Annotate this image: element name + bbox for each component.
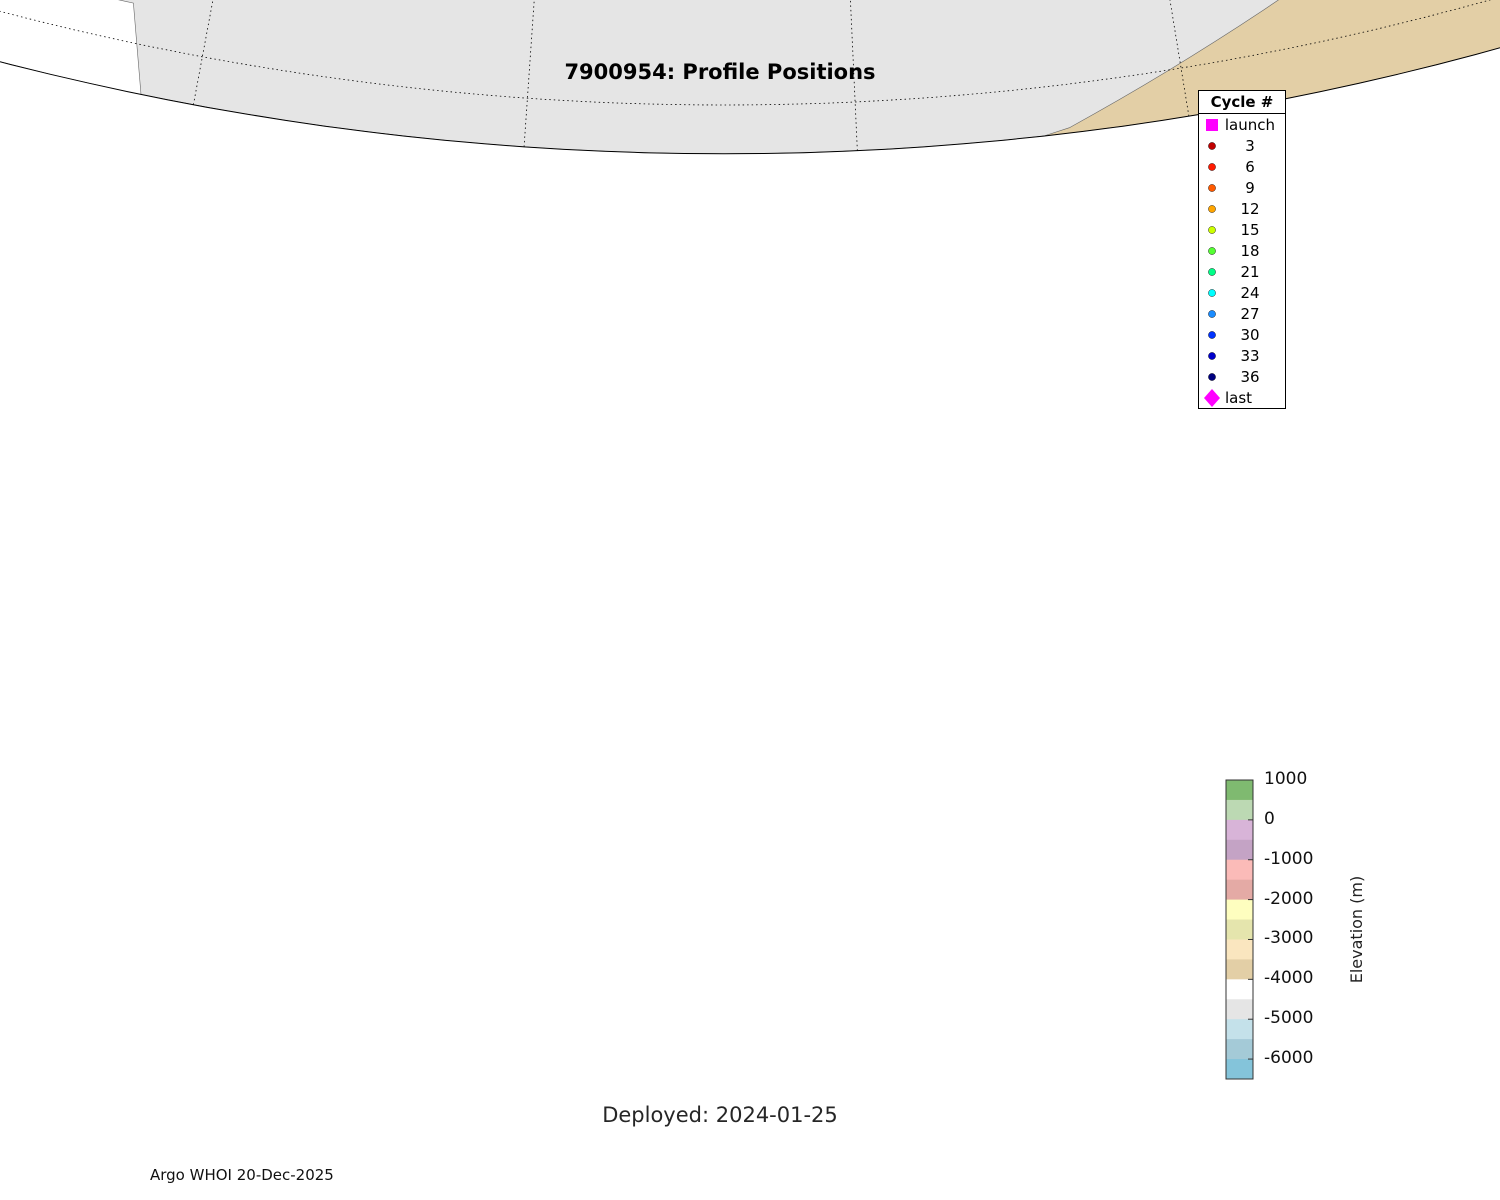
legend-label: launch bbox=[1224, 115, 1275, 134]
legend-entry: 12 bbox=[1199, 198, 1285, 219]
legend-marker bbox=[1199, 368, 1225, 386]
colorbar-tick-label: -1000 bbox=[1264, 848, 1314, 869]
colorbar-segment bbox=[1226, 1019, 1253, 1040]
colorbar-segment bbox=[1226, 1039, 1253, 1060]
legend-label: 6 bbox=[1245, 157, 1255, 176]
legend-entry: 6 bbox=[1199, 156, 1285, 177]
legend: Cycle # launch 3 6 9 12 15 18 21 24 27 30 33 36 last bbox=[1198, 90, 1286, 409]
colorbar-segment bbox=[1226, 819, 1253, 841]
legend-marker bbox=[1199, 158, 1225, 176]
legend-marker bbox=[1199, 116, 1225, 134]
legend-marker bbox=[1199, 284, 1225, 302]
legend-entry: 24 bbox=[1199, 282, 1285, 303]
legend-entry: last bbox=[1199, 387, 1285, 408]
legend-marker bbox=[1199, 347, 1225, 365]
colorbar-tick-label: 1000 bbox=[1264, 769, 1308, 789]
colorbar-segment bbox=[1226, 899, 1253, 920]
graticule-grid bbox=[0, 0, 1500, 151]
deployed-date: Deployed: 2024-01-25 bbox=[602, 1103, 838, 1127]
legend-marker bbox=[1199, 263, 1225, 281]
colorbar-tick-label: -6000 bbox=[1264, 1048, 1314, 1069]
legend-label: 36 bbox=[1240, 367, 1260, 386]
colorbar-frame bbox=[1225, 779, 1254, 1080]
colorbar-segment bbox=[1226, 799, 1253, 821]
legend-entry: launch bbox=[1199, 114, 1285, 135]
legend-marker bbox=[1199, 200, 1225, 218]
legend-label: last bbox=[1225, 388, 1253, 407]
colorbar-segment bbox=[1226, 999, 1253, 1020]
legend-marker bbox=[1199, 179, 1225, 197]
legend-entry: 33 bbox=[1199, 345, 1285, 366]
legend-entry: 15 bbox=[1199, 219, 1285, 240]
legend-entry: 30 bbox=[1199, 324, 1285, 345]
legend-marker bbox=[1199, 242, 1225, 260]
colorbar bbox=[1225, 779, 1254, 1080]
colorbar-segment bbox=[1226, 979, 1253, 1000]
chart-title: 7900954: Profile Positions bbox=[564, 60, 876, 84]
colorbar-tick-label: -5000 bbox=[1264, 1008, 1314, 1029]
colorbar-segment bbox=[1226, 780, 1253, 801]
legend-label: 15 bbox=[1240, 220, 1260, 239]
colorbar-segment bbox=[1226, 879, 1253, 900]
legend-entry: 18 bbox=[1199, 240, 1285, 261]
legend-entry: 21 bbox=[1199, 261, 1285, 282]
colorbar-segment bbox=[1226, 959, 1253, 980]
legend-entry: 3 bbox=[1199, 135, 1285, 156]
legend-label: 9 bbox=[1245, 178, 1255, 197]
legend-marker bbox=[1199, 221, 1225, 239]
legend-label: 24 bbox=[1240, 283, 1260, 302]
colorbar-segment bbox=[1226, 919, 1253, 940]
footer-credit: Argo WHOI 20-Dec-2025 bbox=[150, 1166, 334, 1184]
colorbar-title: Elevation (m) bbox=[1347, 875, 1367, 984]
colorbar-segment bbox=[1226, 939, 1253, 960]
colorbar-segment bbox=[1226, 1059, 1253, 1080]
legend-label: 30 bbox=[1240, 325, 1260, 344]
legend-entry: 27 bbox=[1199, 303, 1285, 324]
legend-entry: 36 bbox=[1199, 366, 1285, 387]
legend-marker bbox=[1199, 326, 1225, 344]
legend-label: 21 bbox=[1240, 262, 1260, 281]
legend-entry: 9 bbox=[1199, 177, 1285, 198]
legend-marker bbox=[1199, 305, 1225, 323]
colorbar-tick-label: -2000 bbox=[1264, 888, 1314, 909]
colorbar-tick-label: -3000 bbox=[1264, 928, 1314, 949]
colorbar-segment bbox=[1226, 839, 1253, 861]
map-frame bbox=[0, 47, 1500, 155]
legend-marker bbox=[1199, 388, 1225, 407]
legend-label: 33 bbox=[1240, 346, 1260, 365]
legend-title: Cycle # bbox=[1199, 91, 1285, 114]
legend-label: 18 bbox=[1240, 241, 1260, 260]
colorbar-segment bbox=[1226, 859, 1253, 881]
parallel-line bbox=[0, 0, 1500, 106]
legend-marker bbox=[1199, 137, 1225, 155]
legend-label: 12 bbox=[1240, 199, 1260, 218]
legend-label: 3 bbox=[1245, 136, 1255, 155]
colorbar-tick-label: 0 bbox=[1264, 808, 1275, 829]
colorbar-tick-label: -4000 bbox=[1264, 968, 1314, 989]
legend-label: 27 bbox=[1240, 304, 1260, 323]
